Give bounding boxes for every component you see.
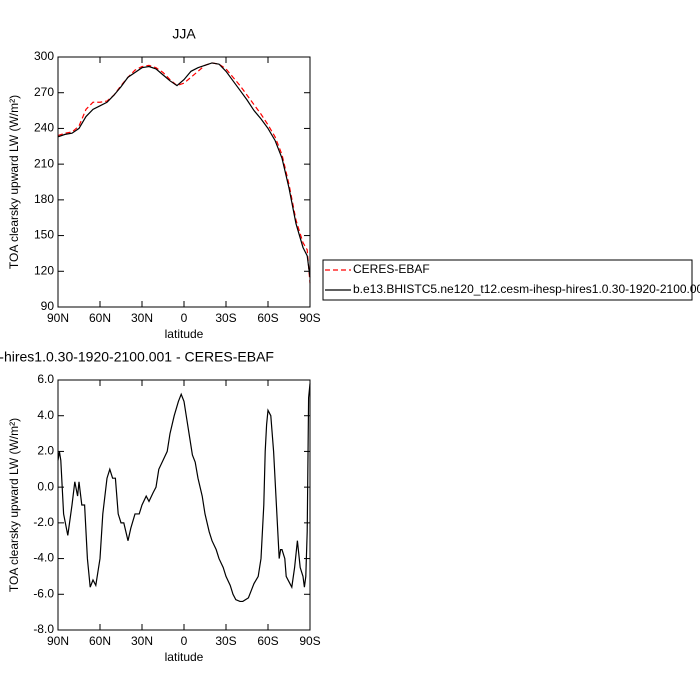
x-tick-label: 90S [299, 311, 320, 325]
y-tick-label: 150 [34, 228, 54, 242]
x-tick-label: 30N [131, 311, 153, 325]
data-line [57, 62, 311, 278]
y-tick-label: 300 [34, 49, 54, 63]
x-tick-label: 30S [215, 311, 236, 325]
legend-box [322, 259, 693, 301]
y-tick-label: 6.0 [37, 372, 54, 386]
x-tick-label: 60N [89, 634, 111, 648]
legend-label: b.e13.BHISTC5.ne120_t12.cesm-ihesp-hires… [353, 282, 700, 296]
plot-frame [57, 379, 311, 631]
y-tick-label: 90 [41, 299, 55, 313]
x-axis-label: latitude [165, 650, 204, 664]
y-tick-label: 210 [34, 156, 54, 170]
x-tick-label: 60S [257, 311, 278, 325]
y-tick-label: -6.0 [33, 586, 54, 600]
y-tick-label: -8.0 [33, 622, 54, 636]
x-tick-label: 90N [47, 311, 69, 325]
x-tick-label: 90S [299, 634, 320, 648]
y-tick-label: 0.0 [37, 479, 54, 493]
x-tick-label: 90N [47, 634, 69, 648]
x-axis-label: latitude [165, 327, 204, 341]
plot-frame [57, 56, 311, 308]
y-axis-label: TOA clearsky upward LW (W/m²) [7, 95, 21, 269]
chart-title: JJA [172, 26, 196, 42]
x-tick-label: 60N [89, 311, 111, 325]
y-tick-label: 270 [34, 85, 54, 99]
y-tick-label: 120 [34, 263, 54, 277]
y-tick-label: 240 [34, 121, 54, 135]
data-line [57, 383, 311, 603]
y-tick-label: -4.0 [33, 551, 54, 565]
y-tick-label: -2.0 [33, 515, 54, 529]
y-axis-label: TOA clearsky upward LW (W/m²) [7, 418, 21, 592]
y-tick-label: 2.0 [37, 444, 54, 458]
x-tick-label: 0 [181, 634, 188, 648]
x-tick-label: 30N [131, 634, 153, 648]
y-tick-label: 180 [34, 192, 54, 206]
x-tick-label: 60S [257, 634, 278, 648]
x-tick-label: 30S [215, 634, 236, 648]
x-tick-label: 0 [181, 311, 188, 325]
chart-title: C5.ne120_t12.cesm-ihesp-hires1.0.30-1920… [0, 349, 274, 365]
y-tick-label: 4.0 [37, 408, 54, 422]
legend-label: CERES-EBAF [353, 262, 430, 276]
data-line [57, 62, 311, 284]
